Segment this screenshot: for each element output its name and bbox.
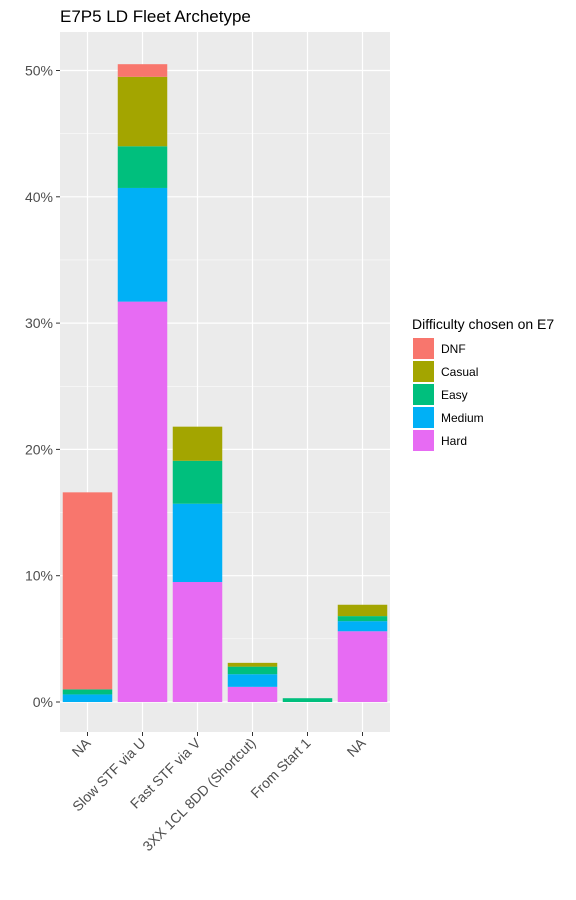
y-tick-label: 0% xyxy=(33,694,53,710)
legend-key-hard xyxy=(413,430,434,451)
bar-segment-medium xyxy=(62,694,113,702)
bar-segment-dnf xyxy=(117,64,168,77)
bar-segment-casual xyxy=(337,604,388,617)
y-tick-label: 30% xyxy=(25,315,53,331)
bar-segment-dnf xyxy=(62,492,113,690)
legend-key-medium xyxy=(413,407,434,428)
y-tick-label: 10% xyxy=(25,568,53,584)
bar-segment-easy xyxy=(117,146,168,188)
legend: Difficulty chosen on E7 DNF Casual Easy Medi… xyxy=(412,316,554,451)
bar-segment-medium xyxy=(337,621,388,632)
x-tick-label: From Start 1 xyxy=(247,735,313,801)
legend-label: Casual xyxy=(441,365,478,379)
bar-segment-easy xyxy=(62,689,113,695)
legend-key-casual xyxy=(413,361,434,382)
bar-segment-easy xyxy=(172,460,223,504)
grid xyxy=(60,32,390,732)
legend-label: Hard xyxy=(441,434,467,448)
bar-segment-medium xyxy=(227,674,278,687)
legend-label: Medium xyxy=(441,411,484,425)
bar-segment-casual xyxy=(172,426,223,461)
bar-segment-medium xyxy=(117,187,168,302)
x-tick-label: NA xyxy=(69,734,95,760)
bar-segment-hard xyxy=(172,582,223,702)
legend-key-easy xyxy=(413,384,434,405)
bar-segment-easy xyxy=(337,616,388,622)
y-axis: 0% 10% 20% 30% 40% 50% xyxy=(25,63,60,710)
y-tick-label: 20% xyxy=(25,441,53,457)
plot-panel xyxy=(60,32,390,732)
bars xyxy=(62,64,388,702)
legend-title: Difficulty chosen on E7 xyxy=(412,316,554,332)
bar-segment-hard xyxy=(117,301,168,702)
bar-segment-hard xyxy=(337,631,388,702)
legend-key-dnf xyxy=(413,338,434,359)
x-tick-label: NA xyxy=(344,734,370,760)
bar-segment-medium xyxy=(172,503,223,583)
y-tick-label: 40% xyxy=(25,189,53,205)
chart-title: E7P5 LD Fleet Archetype xyxy=(60,7,251,26)
bar-segment-casual xyxy=(117,76,168,147)
legend-label: Easy xyxy=(441,388,468,402)
y-tick-label: 50% xyxy=(25,63,53,79)
bar-segment-easy xyxy=(227,666,278,675)
bar-segment-easy xyxy=(282,698,333,702)
x-tick-label: 3XX 1CL 8DD (Shortcut) xyxy=(139,735,258,854)
legend-label: DNF xyxy=(441,342,466,356)
bar-segment-casual xyxy=(227,662,278,667)
bar-segment-hard xyxy=(227,686,278,702)
